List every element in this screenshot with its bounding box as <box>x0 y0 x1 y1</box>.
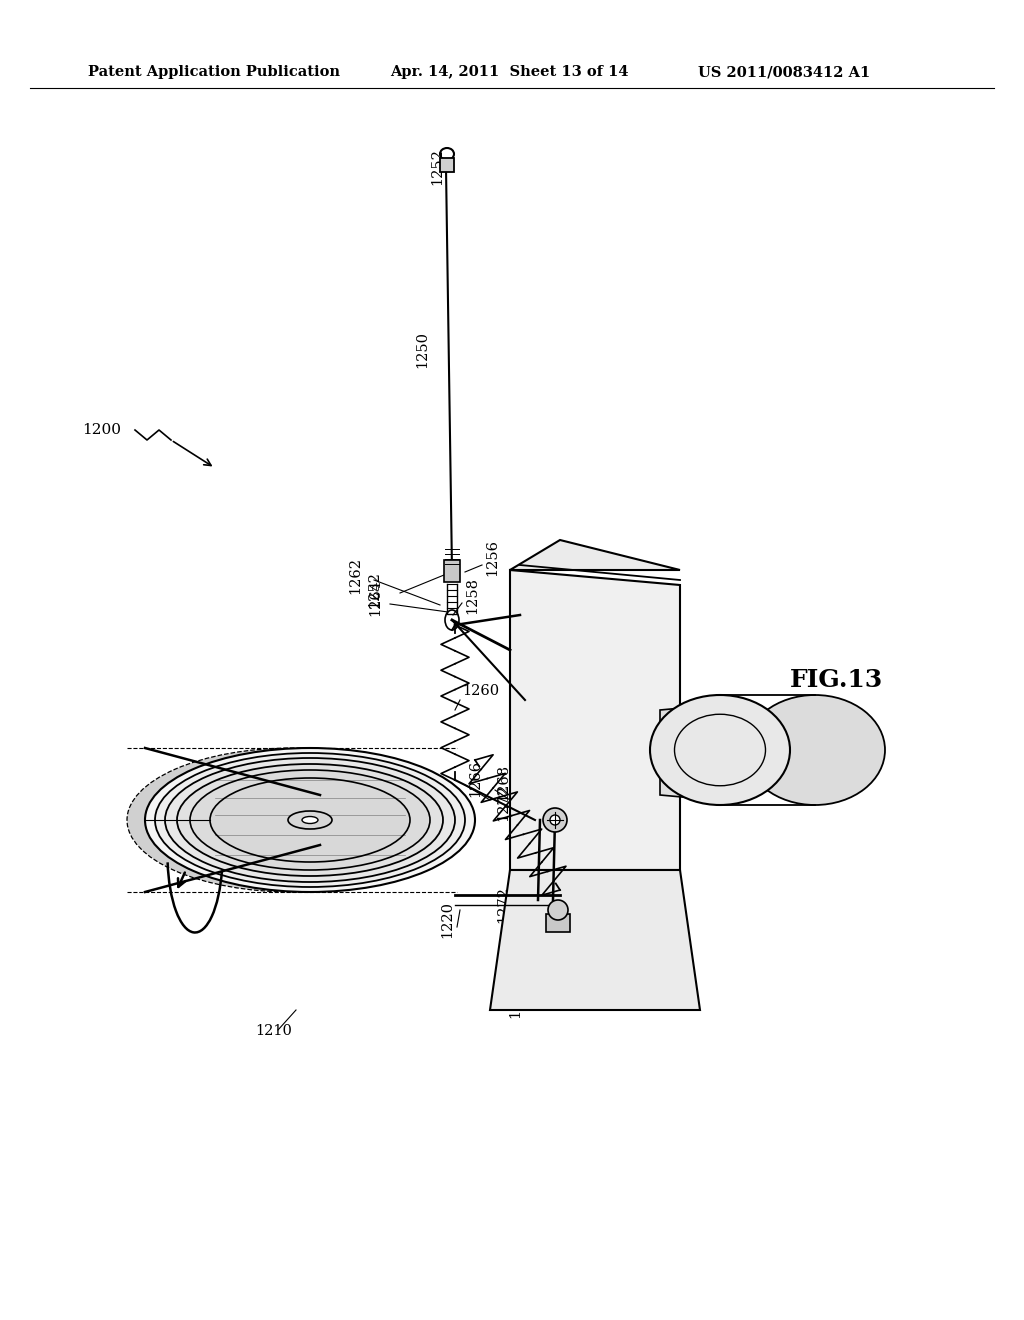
Text: 1250: 1250 <box>415 331 429 368</box>
Text: 1210: 1210 <box>255 1024 292 1038</box>
FancyBboxPatch shape <box>440 158 454 172</box>
Ellipse shape <box>745 696 885 805</box>
Text: 1240: 1240 <box>575 927 590 964</box>
Polygon shape <box>510 540 680 570</box>
Text: FIG.13: FIG.13 <box>790 668 884 692</box>
Ellipse shape <box>172 770 412 870</box>
Polygon shape <box>510 570 680 870</box>
Ellipse shape <box>145 748 475 892</box>
Text: 1260: 1260 <box>462 684 499 698</box>
Text: 1256: 1256 <box>485 540 499 577</box>
Ellipse shape <box>177 764 443 876</box>
Text: Apr. 14, 2011  Sheet 13 of 14: Apr. 14, 2011 Sheet 13 of 14 <box>390 65 629 79</box>
Text: 1272: 1272 <box>496 784 510 821</box>
Circle shape <box>550 814 560 825</box>
FancyBboxPatch shape <box>546 913 570 932</box>
Text: 1268: 1268 <box>496 763 510 800</box>
Text: 1266: 1266 <box>468 759 482 796</box>
Ellipse shape <box>127 748 457 892</box>
Text: 1240: 1240 <box>590 781 604 818</box>
Text: 1220: 1220 <box>440 902 454 939</box>
Text: 1200: 1200 <box>82 422 121 437</box>
Text: 1272: 1272 <box>496 887 510 924</box>
Circle shape <box>543 808 567 832</box>
Text: 1270: 1270 <box>530 933 544 970</box>
Text: 1264: 1264 <box>368 579 382 616</box>
Ellipse shape <box>190 770 430 870</box>
Text: Patent Application Publication: Patent Application Publication <box>88 65 340 79</box>
Ellipse shape <box>288 810 332 829</box>
Ellipse shape <box>650 696 790 805</box>
Text: 1230: 1230 <box>635 719 672 733</box>
Ellipse shape <box>155 752 465 887</box>
Text: 1225: 1225 <box>508 982 522 1019</box>
Polygon shape <box>660 705 715 800</box>
Text: 1262: 1262 <box>348 557 362 594</box>
Polygon shape <box>490 870 700 1010</box>
Ellipse shape <box>210 777 410 862</box>
Ellipse shape <box>147 758 437 882</box>
Circle shape <box>548 900 568 920</box>
FancyBboxPatch shape <box>444 560 460 582</box>
Text: 1258: 1258 <box>465 577 479 614</box>
Text: US 2011/0083412 A1: US 2011/0083412 A1 <box>698 65 870 79</box>
Text: 1252: 1252 <box>430 148 444 185</box>
Ellipse shape <box>165 758 455 882</box>
Ellipse shape <box>302 817 318 824</box>
Text: 1252: 1252 <box>367 572 381 609</box>
